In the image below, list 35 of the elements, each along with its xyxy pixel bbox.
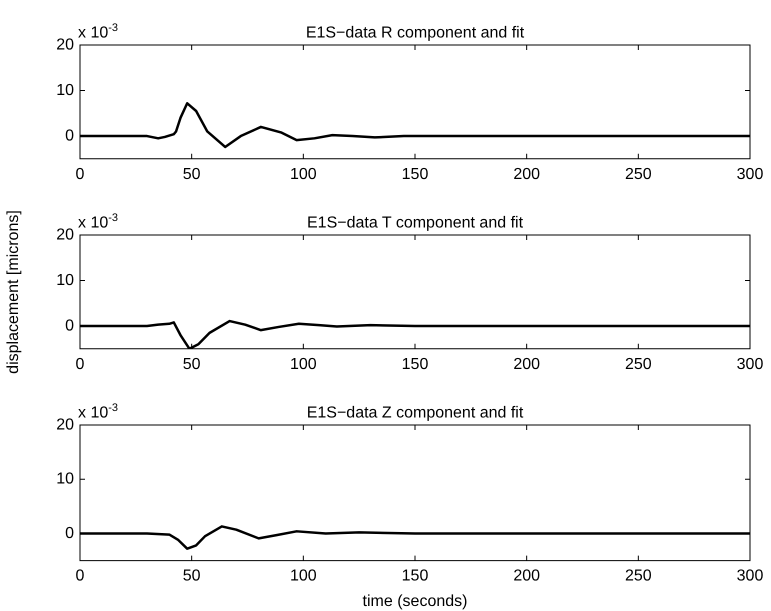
chart-title: E1S−data T component and fit [306, 214, 524, 232]
y-tick-label: 20 [56, 36, 74, 54]
x-tick-label: 50 [182, 356, 201, 373]
x-tick-label: 150 [402, 568, 428, 585]
y-tick-label: 10 [56, 272, 74, 289]
chart-title: E1S−data Z component and fit [306, 404, 524, 422]
x-tick-label: 250 [624, 166, 652, 183]
text: x 10$^{-3}$ [78, 402, 118, 422]
x-tick-label: 200 [513, 356, 540, 373]
x-tick-label: 200 [513, 568, 540, 585]
y-tick-label: 0 [65, 127, 74, 144]
x-tick-label: 300 [736, 166, 764, 183]
y-tick-label: 20 [56, 226, 74, 244]
x-tick-label: 200 [513, 166, 540, 183]
y-tick-label: 10 [56, 82, 74, 99]
x-tick-label: 100 [290, 568, 317, 585]
x-tick-label: 150 [402, 166, 428, 183]
y-tick-label: 10 [56, 470, 74, 488]
x-tick-label: 100 [290, 356, 317, 373]
chart-title: E1S−data R component and fit [306, 24, 525, 42]
y-tick-label: 0 [65, 524, 74, 542]
x-tick-label: 300 [736, 356, 764, 373]
x-tick-label: 50 [182, 568, 201, 585]
x-axis-title: time (seconds) [362, 592, 468, 610]
text: x 10$^{-3}$ [78, 212, 118, 232]
x-tick-label: 50 [182, 166, 201, 183]
x-tick-label: 150 [402, 356, 428, 373]
x-tick-label: 250 [624, 568, 652, 585]
y-tick-label: 20 [56, 416, 74, 434]
text: x 10$^{-3}$ [78, 22, 118, 42]
y-tick-label: 0 [65, 317, 74, 334]
x-tick-label: 250 [624, 356, 652, 373]
x-tick-label: 300 [736, 568, 764, 585]
y-axis-title: displacement [microns] [4, 210, 23, 374]
x-tick-label: 100 [290, 166, 317, 183]
